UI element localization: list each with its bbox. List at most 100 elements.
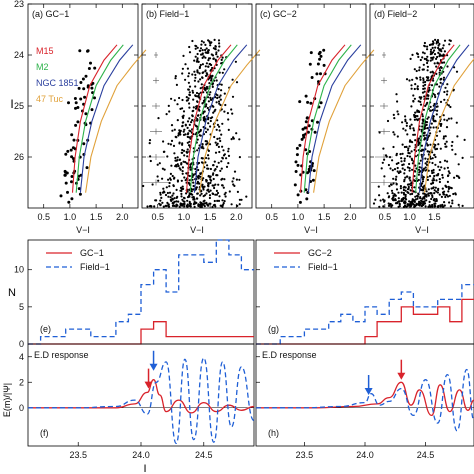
star-point <box>200 190 203 193</box>
star-point <box>424 169 427 172</box>
star-point <box>78 192 82 196</box>
star-point <box>171 174 174 178</box>
star-point <box>307 124 311 128</box>
star-point <box>394 194 397 197</box>
hist-legend-label: Field−1 <box>308 262 338 272</box>
star-point <box>405 198 408 201</box>
star-point <box>181 166 184 169</box>
star-point <box>59 194 63 198</box>
star-point <box>446 195 450 198</box>
star-point <box>198 65 202 68</box>
star-point <box>388 203 391 206</box>
star-point <box>211 184 214 187</box>
star-point <box>188 91 191 94</box>
star-point <box>406 166 409 169</box>
star-point <box>188 85 192 88</box>
star-point <box>404 176 407 179</box>
star-point <box>410 150 413 153</box>
star-point <box>411 192 414 195</box>
star-point <box>392 113 395 116</box>
star-point <box>434 95 437 99</box>
star-point <box>200 43 203 46</box>
star-point <box>306 171 309 175</box>
star-point <box>421 122 424 125</box>
star-point <box>298 143 302 147</box>
star-point <box>201 203 204 206</box>
star-point <box>227 128 230 131</box>
star-point <box>213 186 216 190</box>
star-point <box>217 88 220 91</box>
star-point <box>161 177 164 180</box>
star-point <box>437 188 440 192</box>
star-point <box>177 164 180 168</box>
cmd-xtick-label: 0.5 <box>379 212 392 222</box>
star-point <box>212 172 215 175</box>
star-point <box>169 198 172 201</box>
star-point <box>420 188 423 192</box>
star-point <box>197 177 200 180</box>
star-point <box>454 153 457 156</box>
star-point <box>209 125 212 128</box>
star-point <box>451 148 454 151</box>
star-point <box>425 121 429 124</box>
star-point <box>181 142 184 145</box>
cmd-frame <box>255 3 367 209</box>
star-point <box>163 191 166 194</box>
star-point <box>446 65 449 68</box>
star-point <box>185 162 188 165</box>
star-point <box>201 76 204 79</box>
star-point <box>162 187 165 190</box>
star-point <box>391 159 394 162</box>
star-point <box>441 187 444 190</box>
star-point <box>446 180 449 183</box>
star-point <box>218 137 221 140</box>
star-point <box>76 106 80 109</box>
star-point <box>438 53 441 56</box>
star-point <box>423 132 426 135</box>
star-point <box>182 196 186 199</box>
star-point <box>191 73 194 76</box>
star-point <box>227 147 230 150</box>
star-point <box>191 193 194 196</box>
star-point <box>189 165 192 168</box>
star-point <box>201 49 204 52</box>
star-point <box>432 79 435 82</box>
star-point <box>168 185 171 188</box>
star-point <box>160 196 163 199</box>
star-point <box>214 183 217 186</box>
star-point <box>192 181 195 184</box>
star-point <box>423 95 426 98</box>
star-point <box>441 176 444 179</box>
star-point <box>196 58 199 62</box>
cmd-xlabel: V−I <box>304 225 318 235</box>
star-point <box>398 205 401 208</box>
star-point <box>444 195 447 199</box>
star-point <box>166 201 169 204</box>
star-point <box>419 196 422 199</box>
star-point <box>175 164 178 167</box>
star-point <box>410 123 413 126</box>
star-point <box>448 194 451 197</box>
star-point <box>319 72 322 76</box>
star-point <box>223 92 226 95</box>
star-point <box>221 122 224 125</box>
hist-panel-g: GC−2 Field−1 (g) <box>255 239 474 345</box>
star-point <box>70 155 74 159</box>
star-point <box>430 84 434 87</box>
star-point <box>393 168 397 171</box>
star-point <box>86 49 89 53</box>
star-point <box>408 162 411 166</box>
star-point <box>212 57 215 60</box>
star-point <box>219 139 222 143</box>
star-point <box>70 133 74 137</box>
star-point <box>404 129 407 132</box>
ed-ytick-label: 4 <box>19 352 24 362</box>
star-point <box>322 63 326 67</box>
star-point <box>434 119 437 122</box>
hist-series-field <box>28 239 254 345</box>
star-point <box>196 100 199 103</box>
star-point <box>435 72 438 75</box>
star-point <box>414 139 417 142</box>
cmd-panel-c: 0.5 1.0 1.5 2.0 V−I (c) GC−2 <box>255 3 375 235</box>
star-point <box>199 172 202 175</box>
